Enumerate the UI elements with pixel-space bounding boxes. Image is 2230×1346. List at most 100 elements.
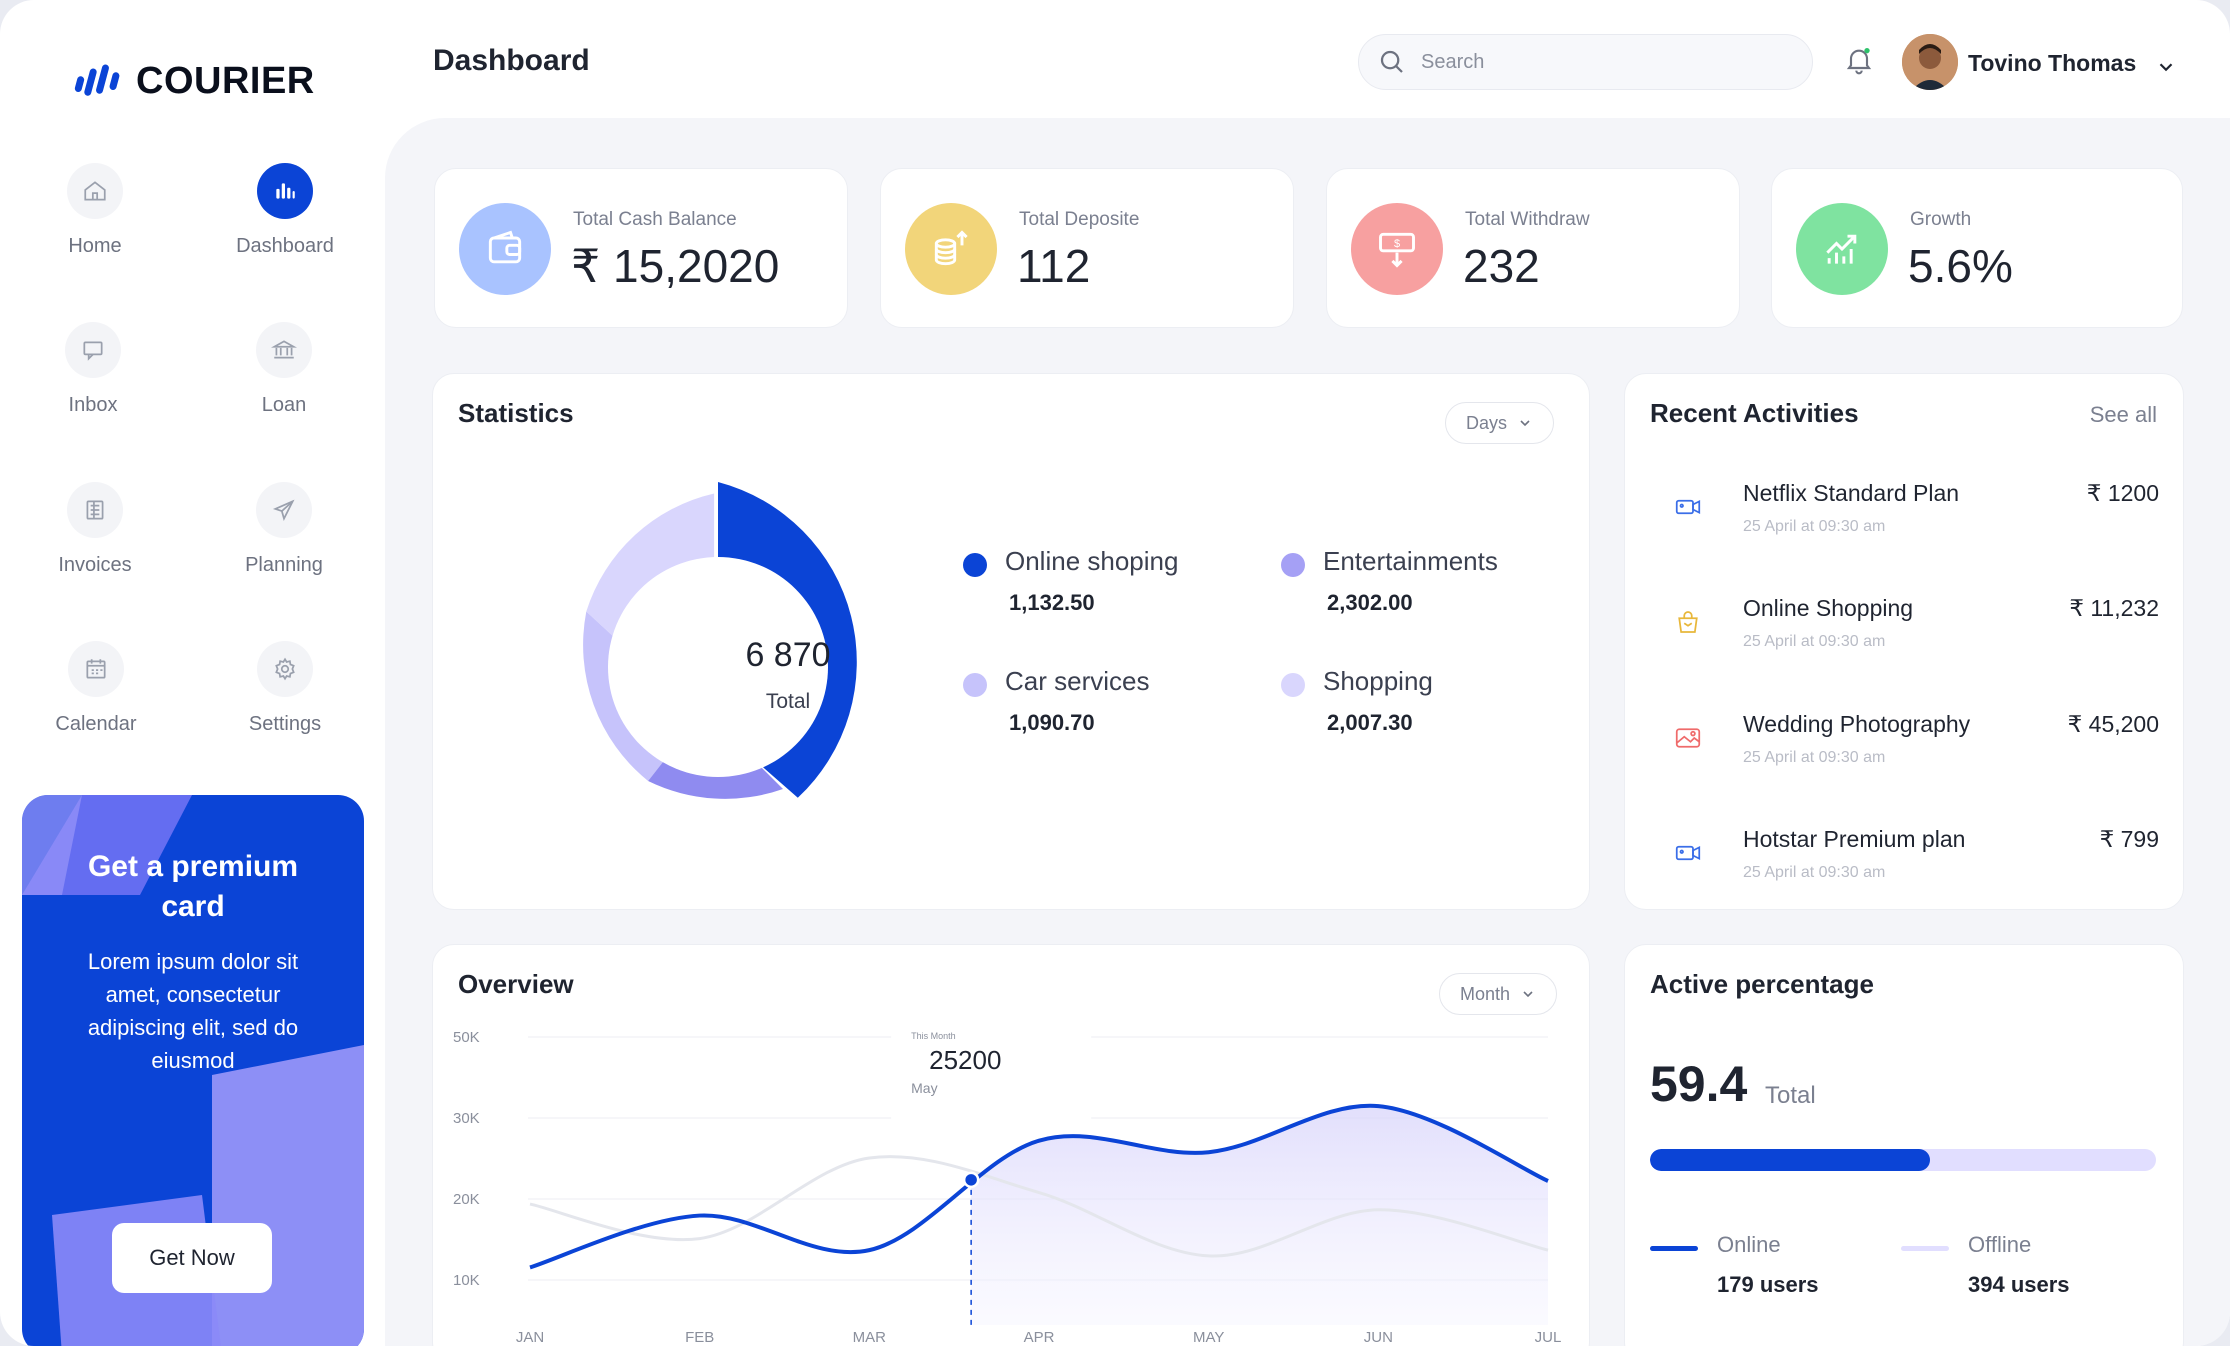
legend-value: 2,302.00 <box>1327 590 1413 615</box>
bell-icon <box>1846 48 1872 75</box>
activity-amount: ₹ 11,232 <box>2069 595 2159 621</box>
legend-dot <box>963 553 987 577</box>
image-icon <box>1675 728 1701 748</box>
notification-button[interactable] <box>1843 44 1875 81</box>
legend-name: Offline <box>1968 1232 2032 1257</box>
sidebar-item-calendar[interactable]: Calendar <box>6 641 186 736</box>
activity-amount: ₹ 45,200 <box>2067 711 2159 737</box>
promo-text: Lorem ipsum dolor sit amet, consectetur … <box>87 949 299 1073</box>
withdraw-icon: $ <box>1351 203 1443 295</box>
premium-card-promo: Get a premium card Lorem ipsum dolor sit… <box>22 795 364 1346</box>
chevron-down-icon <box>1520 420 1530 427</box>
sidebar-item-label: Home <box>68 235 122 257</box>
active-percentage-title: Active percentage <box>1650 969 1874 999</box>
active-progress-fill <box>1650 1149 1931 1171</box>
legend-name: Online <box>1717 1232 1781 1257</box>
user-name: Tovino Thomas <box>1968 50 2137 76</box>
bank-icon <box>256 322 312 378</box>
sidebar-item-dashboard[interactable]: Dashboard <box>195 163 375 258</box>
bar-chart-icon <box>257 163 313 219</box>
legend-name: Online shoping <box>1005 546 1179 576</box>
activity-item[interactable]: Wedding Photography 25 April at 09:30 am… <box>1625 703 2185 783</box>
statistics-card: Statistics Days 6 870 Total Online shopi… <box>432 373 1590 910</box>
activity-amount: ₹ 799 <box>2099 826 2159 852</box>
sidebar-item-inbox[interactable]: Inbox <box>3 322 183 417</box>
active-percentage-value: 59.4 <box>1650 1056 1748 1112</box>
activity-date: 25 April at 09:30 am <box>1743 633 1886 650</box>
recent-activities-title: Recent Activities <box>1650 398 1859 428</box>
sidebar-item-settings[interactable]: Settings <box>195 641 375 736</box>
y-tick-label: 10K <box>453 1272 480 1289</box>
legend-dot <box>1281 673 1305 697</box>
sidebar-item-label: Calendar <box>55 713 137 735</box>
activity-date: 25 April at 09:30 am <box>1743 518 1886 535</box>
activity-item[interactable]: Online Shopping 25 April at 09:30 am ₹ 1… <box>1625 587 2185 667</box>
activity-name: Online Shopping <box>1743 595 1914 621</box>
sidebar-item-label: Loan <box>261 394 307 416</box>
search-icon <box>1380 50 1403 73</box>
promo-title: Get a premium card <box>87 850 299 923</box>
chevron-down-icon[interactable] <box>2155 56 2177 78</box>
sidebar-item-home[interactable]: Home <box>5 163 185 258</box>
home-icon <box>67 163 123 219</box>
legend-name: Entertainments <box>1323 546 1498 576</box>
overview-card: Overview Month 50K 30K 20K 10K JAN FEB MAR APR… <box>432 944 1590 1346</box>
page-title: Dashboard <box>433 44 590 77</box>
calendar-icon <box>68 641 124 697</box>
stat-card-growth: Growth 5.6% <box>1771 168 2183 328</box>
sidebar-item-planning[interactable]: Planning <box>194 482 374 577</box>
svg-text:$: $ <box>1394 238 1400 250</box>
activity-name: Hotstar Premium plan <box>1743 826 1966 852</box>
see-all-link[interactable]: See all <box>2089 402 2157 427</box>
sidebar-item-loan[interactable]: Loan <box>194 322 374 417</box>
stat-label: Growth <box>1910 209 1972 230</box>
overview-series-primary-line <box>529 1103 1549 1270</box>
statistics-title: Statistics <box>458 398 574 428</box>
sidebar-item-label: Planning <box>245 554 323 576</box>
activity-date: 25 April at 09:30 am <box>1743 749 1886 766</box>
statistics-filter-dropdown[interactable]: Days <box>1445 402 1555 444</box>
tooltip-period: May <box>911 1080 937 1096</box>
sidebar-item-invoices[interactable]: Invoices <box>5 482 185 577</box>
activity-amount: ₹ 1200 <box>2086 480 2159 506</box>
highlight-point[interactable] <box>962 1171 980 1189</box>
y-tick-label: 20K <box>453 1191 480 1208</box>
x-tick-label: MAR <box>853 1329 887 1346</box>
legend-value: 2,007.30 <box>1327 710 1413 735</box>
activity-item[interactable]: Hotstar Premium plan 25 April at 09:30 a… <box>1625 818 2185 898</box>
donut-chart <box>583 482 857 799</box>
sidebar-item-label: Dashboard <box>236 235 334 257</box>
activity-name: Wedding Photography <box>1743 711 1971 737</box>
x-tick-label: MAY <box>1193 1329 1224 1346</box>
x-tick-label: JUL <box>1535 1329 1562 1346</box>
video-icon <box>1675 845 1701 861</box>
brand-name: COURIER <box>136 60 315 102</box>
donut-segment-online-shopping <box>718 482 857 798</box>
activity-item[interactable]: Netflix Standard Plan 25 April at 09:30 … <box>1625 472 2185 552</box>
avatar[interactable] <box>1902 34 1958 90</box>
legend-value: 179 users <box>1717 1272 1819 1297</box>
chevron-down-icon <box>1523 991 1533 998</box>
dropdown-value: Month <box>1460 983 1511 1004</box>
video-icon <box>1675 499 1701 515</box>
get-now-button[interactable]: Get Now <box>112 1223 272 1293</box>
overview-filter-dropdown[interactable]: Month <box>1439 973 1558 1015</box>
active-percentage-label: Total <box>1765 1082 1816 1109</box>
legend-name: Shopping <box>1323 666 1433 696</box>
x-tick-label: JUN <box>1364 1329 1393 1346</box>
legend-line <box>1901 1246 1949 1251</box>
search-bar[interactable] <box>1358 34 1813 90</box>
sidebar-item-label: Settings <box>248 713 322 735</box>
recent-activities-card: Recent Activities See all Netflix Standa… <box>1624 373 2184 910</box>
legend-value: 1,132.50 <box>1009 590 1095 615</box>
legend-value: 394 users <box>1968 1272 2070 1297</box>
brand-logo[interactable]: COURIER <box>74 60 315 103</box>
stat-value: 112 <box>1017 240 1091 292</box>
search-input[interactable] <box>1421 50 1791 74</box>
stat-value: ₹ 15,2020 <box>571 240 780 292</box>
dropdown-value: Days <box>1466 412 1508 433</box>
stat-label: Total Withdraw <box>1465 209 1590 230</box>
tooltip-value: 25200 <box>929 1045 1001 1075</box>
y-tick-label: 30K <box>453 1110 480 1127</box>
